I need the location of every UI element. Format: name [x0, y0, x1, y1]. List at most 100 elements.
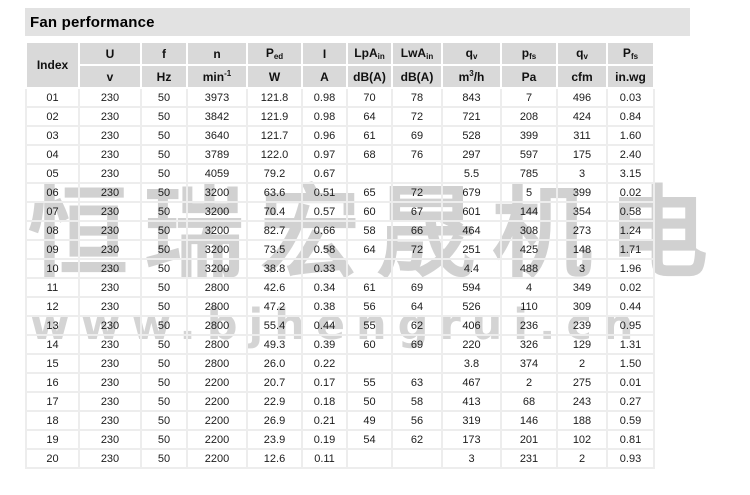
table-row: 07 230 50 3200 70.4 0.57 60 67 601 144 354 0.58: [25, 201, 655, 222]
cell: 3200: [186, 182, 248, 203]
cell: 601: [441, 201, 502, 222]
unit-label: /h: [473, 70, 485, 84]
cell: 50: [140, 448, 188, 469]
cell: 239: [556, 315, 608, 336]
col-header-lpa: LpAin: [346, 41, 393, 66]
header-label: LwA: [400, 46, 427, 60]
unit-label: min: [202, 70, 225, 84]
cell: 146: [500, 410, 558, 431]
cell: 03: [25, 125, 80, 146]
cell: 60: [346, 201, 393, 222]
cell: 0.03: [606, 87, 655, 108]
cell: 0.22: [301, 353, 348, 374]
cell: 148: [556, 239, 608, 260]
cell: 3.15: [606, 163, 655, 184]
header-label: P: [265, 46, 274, 60]
cell: 06: [25, 182, 80, 203]
cell: 230: [78, 239, 142, 260]
cell: 0.66: [301, 220, 348, 241]
header-label: P: [622, 46, 631, 60]
cell: 0.81: [606, 429, 655, 450]
cell: 3973: [186, 87, 248, 108]
cell: 0.58: [606, 201, 655, 222]
cell: 7: [500, 87, 558, 108]
page-title: Fan performance: [30, 13, 155, 31]
unit-label: Pa: [521, 69, 537, 84]
table-row: 15 230 50 2800 26.0 0.22 3.8 374 2 1.50: [25, 353, 655, 374]
cell: 1.24: [606, 220, 655, 241]
cell: 406: [441, 315, 502, 336]
cell: 2: [556, 448, 608, 469]
cell: 230: [78, 410, 142, 431]
cell: 5: [500, 182, 558, 203]
table-row: 12 230 50 2800 47.2 0.38 56 64 526 110 309 0.44: [25, 296, 655, 317]
cell: 230: [78, 391, 142, 412]
header-subscript: ed: [273, 52, 284, 61]
cell: 526: [441, 296, 502, 317]
cell: 0.19: [301, 429, 348, 450]
unit-pressure-pa: Pa: [500, 64, 558, 89]
cell: 1.96: [606, 258, 655, 279]
cell: 721: [441, 106, 502, 127]
cell: 0.17: [301, 372, 348, 393]
cell: 50: [140, 106, 188, 127]
cell: 65: [346, 182, 393, 203]
cell: 73.5: [246, 239, 303, 260]
cell: 201: [500, 429, 558, 450]
cell: 69: [391, 277, 443, 298]
table-row: 02 230 50 3842 121.9 0.98 64 72 721 208 424 0.84: [25, 106, 655, 127]
cell: 230: [78, 448, 142, 469]
cell: 1.50: [606, 353, 655, 374]
cell: 38.8: [246, 258, 303, 279]
cell: 04: [25, 144, 80, 165]
unit-label: Hz: [156, 69, 172, 84]
cell: 121.9: [246, 106, 303, 127]
cell: 275: [556, 372, 608, 393]
cell: 311: [556, 125, 608, 146]
cell: 785: [500, 163, 558, 184]
cell: 424: [556, 106, 608, 127]
cell: 496: [556, 87, 608, 108]
col-header-power: Ped: [246, 41, 303, 66]
cell: 55.4: [246, 315, 303, 336]
cell: 49.3: [246, 334, 303, 355]
cell: 488: [500, 258, 558, 279]
table-row: 09 230 50 3200 73.5 0.58 64 72 251 425 148 1.71: [25, 239, 655, 260]
cell: 05: [25, 163, 80, 184]
cell: 2800: [186, 296, 248, 317]
cell: 02: [25, 106, 80, 127]
cell: 464: [441, 220, 502, 241]
cell: 2.40: [606, 144, 655, 165]
cell: 597: [500, 144, 558, 165]
table-row: 18 230 50 2200 26.9 0.21 49 56 319 146 188 0.59: [25, 410, 655, 431]
cell: 09: [25, 239, 80, 260]
cell: 50: [346, 391, 393, 412]
header-label: p: [521, 46, 530, 60]
cell: 0.97: [301, 144, 348, 165]
cell: 50: [140, 391, 188, 412]
cell: 19: [25, 429, 80, 450]
cell: 0.44: [606, 296, 655, 317]
header-label: q: [576, 46, 584, 60]
fan-performance-table: Index U f n Ped I LpAin LwAin qv pfs qv …: [25, 41, 655, 469]
unit-speed: min-1: [186, 64, 248, 89]
cell: 129: [556, 334, 608, 355]
cell: 50: [140, 372, 188, 393]
cell: 2200: [186, 391, 248, 412]
cell: 0.44: [301, 315, 348, 336]
cell: [346, 448, 393, 469]
unit-lpa: dB(A): [346, 64, 393, 89]
cell: 230: [78, 315, 142, 336]
cell: 72: [391, 239, 443, 260]
unit-label: dB(A): [400, 69, 434, 84]
cell: 0.34: [301, 277, 348, 298]
cell: 679: [441, 182, 502, 203]
cell: 82.7: [246, 220, 303, 241]
cell: 399: [500, 125, 558, 146]
table-header: Index U f n Ped I LpAin LwAin qv pfs qv …: [25, 41, 655, 89]
header-subscript: in: [377, 52, 385, 61]
cell: 22.9: [246, 391, 303, 412]
cell: 69: [391, 125, 443, 146]
header-subscript: fs: [529, 52, 537, 61]
unit-label: in.wg: [615, 69, 646, 84]
